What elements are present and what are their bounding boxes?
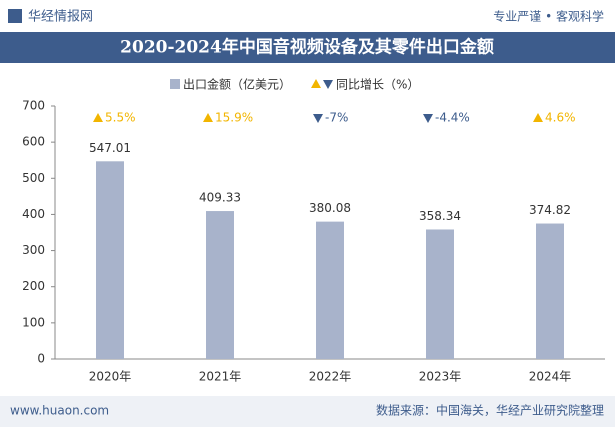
footer-source: 数据来源：中国海关，华经产业研究院整理 xyxy=(376,403,604,418)
x-tick-label: 2022年 xyxy=(309,370,352,384)
footer-bar xyxy=(0,396,615,427)
bar-value-label: 358.34 xyxy=(419,209,461,223)
bar xyxy=(536,223,564,359)
brand-logo xyxy=(8,9,22,23)
legend-label: 出口金额（亿美元） xyxy=(183,77,291,92)
bar-value-label: 374.82 xyxy=(529,203,571,217)
x-tick-label: 2021年 xyxy=(199,370,242,384)
slogan: 专业严谨 • 客观科学 xyxy=(493,9,604,24)
x-tick-label: 2023年 xyxy=(419,370,462,384)
growth-arrow xyxy=(323,80,333,89)
y-tick-label: 200 xyxy=(22,279,45,293)
growth-label: 4.6% xyxy=(545,111,576,125)
growth-arrow xyxy=(311,79,321,88)
y-tick-label: 0 xyxy=(37,352,45,366)
growth-arrow xyxy=(93,113,103,122)
y-tick-label: 600 xyxy=(22,135,45,149)
brand: 华经情报网 xyxy=(28,10,93,25)
bar-value-label: 547.01 xyxy=(89,141,131,155)
y-tick-label: 700 xyxy=(22,99,45,113)
y-tick-label: 300 xyxy=(22,243,45,257)
growth-label: 15.9% xyxy=(215,111,253,125)
growth-label: 5.5% xyxy=(105,111,136,125)
bar xyxy=(316,221,344,359)
legend-label: 同比增长（%） xyxy=(336,78,419,92)
bar-value-label: 380.08 xyxy=(309,201,351,215)
x-tick-label: 2020年 xyxy=(89,370,132,384)
chart-title: 2020-2024年中国音视频设备及其零件出口金额 xyxy=(120,37,494,58)
x-tick-label: 2024年 xyxy=(529,370,572,384)
bar xyxy=(426,229,454,359)
growth-arrow xyxy=(203,113,213,122)
growth-label: -7% xyxy=(325,111,348,125)
growth-arrow xyxy=(533,113,543,122)
bar xyxy=(206,211,234,359)
growth-label: -4.4% xyxy=(435,111,470,125)
footer-website: www.huaon.com xyxy=(10,404,109,418)
title-bar xyxy=(0,32,615,63)
y-tick-label: 100 xyxy=(22,315,45,329)
y-tick-label: 500 xyxy=(22,171,45,185)
legend-swatch xyxy=(170,79,180,89)
growth-arrow xyxy=(423,114,433,123)
y-tick-label: 400 xyxy=(22,207,45,221)
growth-arrow xyxy=(313,114,323,123)
bar-value-label: 409.33 xyxy=(199,191,241,205)
bar xyxy=(96,161,124,359)
